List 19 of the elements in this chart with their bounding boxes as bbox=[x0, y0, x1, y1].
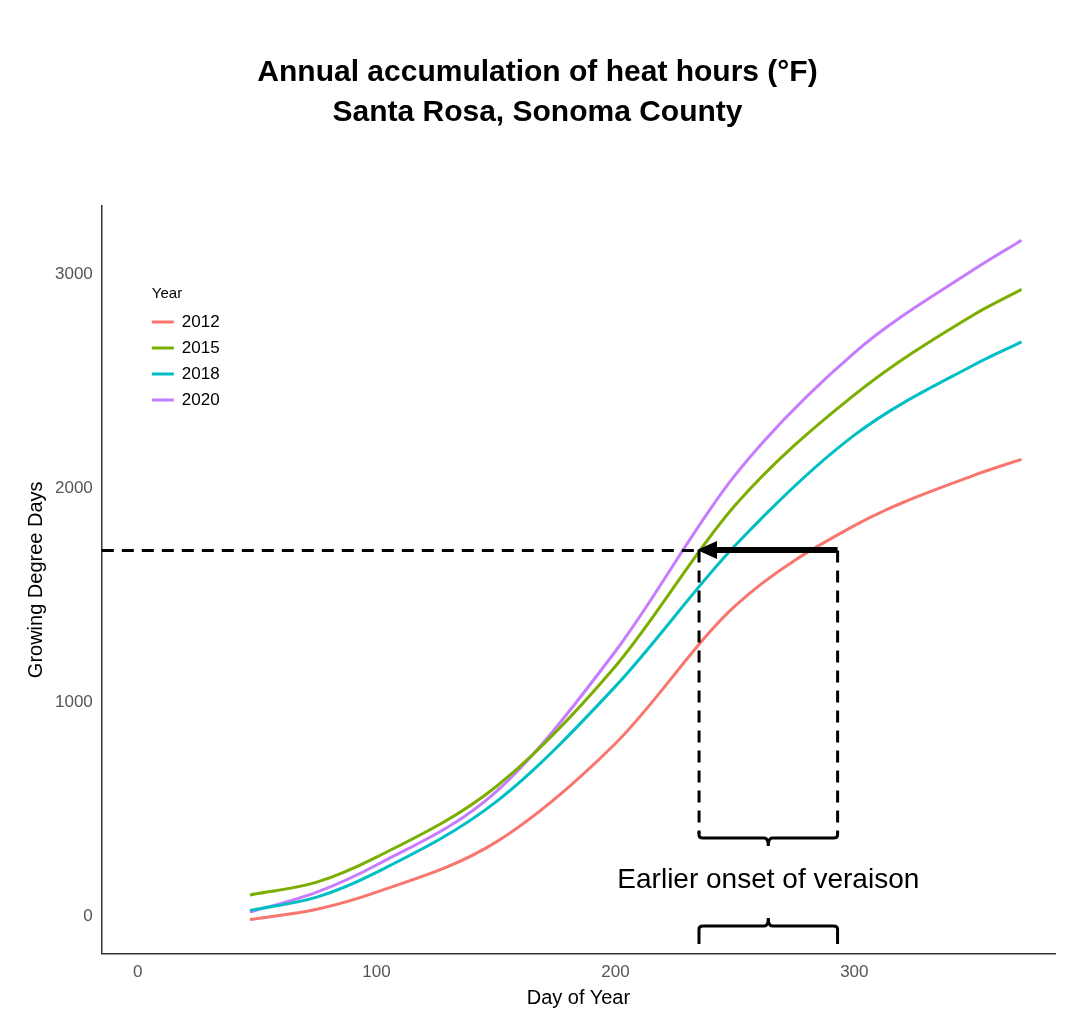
legend-label: 2012 bbox=[181, 311, 220, 331]
legend-label: 2020 bbox=[181, 389, 220, 409]
x-tick-label: 300 bbox=[840, 962, 869, 982]
legend-label: 2015 bbox=[181, 337, 220, 357]
annotation: Earlier onset of veraison bbox=[617, 863, 920, 895]
x-tick-label: 100 bbox=[362, 962, 391, 982]
y-tick-label: 3000 bbox=[54, 264, 93, 284]
y-tick-label: 1000 bbox=[54, 692, 93, 712]
y-tick-label: 2000 bbox=[54, 478, 93, 498]
x-axis-title: Day of Year bbox=[526, 985, 631, 1008]
x-tick-label: 0 bbox=[132, 962, 143, 982]
y-tick-label: 0 bbox=[83, 906, 93, 926]
legend-label: 2018 bbox=[181, 363, 220, 383]
y-axis-title: Growing Degree Days bbox=[23, 481, 46, 679]
chart-subtitle: Santa Rosa, Sonoma County bbox=[332, 94, 743, 128]
x-tick-label: 200 bbox=[601, 962, 630, 982]
line-series bbox=[248, 457, 1024, 922]
chart-title: Annual accumulation of heat hours (°F) bbox=[257, 54, 818, 88]
legend-title: Year bbox=[151, 284, 183, 302]
